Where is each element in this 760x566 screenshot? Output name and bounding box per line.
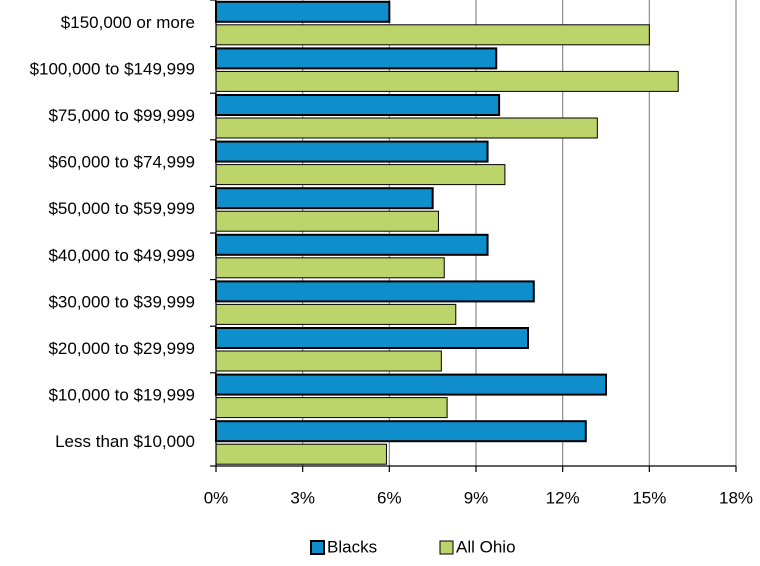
- x-tick-label-3: 9%: [464, 488, 489, 507]
- x-tick-labels: 0% 3% 6% 9% 12% 15% 18%: [204, 488, 753, 507]
- category-label-9: Less than $10,000: [55, 432, 195, 451]
- legend-swatch-all-ohio: [439, 540, 454, 555]
- bar-blacks-1: [215, 47, 498, 70]
- bar-all-ohio-5: [215, 257, 445, 279]
- bar-blacks-5: [215, 233, 489, 256]
- x-tick-label-5: 15%: [632, 488, 666, 507]
- bar-all-ohio-9: [215, 443, 387, 465]
- gridlines: [302, 0, 737, 466]
- x-tick-label-2: 6%: [377, 488, 402, 507]
- x-tick-label-1: 3%: [290, 488, 315, 507]
- category-labels: $150,000 or more $100,000 to $149,999 $75,…: [30, 13, 195, 451]
- x-tick-label-0: 0%: [204, 488, 229, 507]
- bar-blacks-3: [215, 140, 489, 163]
- bar-all-ohio-3: [215, 164, 506, 186]
- category-label-6: $30,000 to $39,999: [48, 292, 195, 311]
- category-label-0: $150,000 or more: [61, 13, 195, 32]
- legend-label-blacks: Blacks: [327, 537, 377, 556]
- bar-blacks-9: [215, 420, 587, 443]
- x-tick-label-4: 12%: [546, 488, 580, 507]
- bar-all-ohio-0: [215, 24, 650, 46]
- bar-blacks-0: [215, 0, 391, 23]
- legend-swatch-blacks: [310, 540, 325, 555]
- category-label-8: $10,000 to $19,999: [48, 386, 195, 405]
- category-label-5: $40,000 to $49,999: [48, 246, 195, 265]
- bar-all-ohio-6: [215, 303, 457, 325]
- category-label-3: $60,000 to $74,999: [48, 153, 195, 172]
- bar-all-ohio-4: [215, 210, 439, 232]
- bar-blacks-6: [215, 280, 535, 303]
- bar-all-ohio-2: [215, 117, 598, 139]
- category-label-4: $50,000 to $59,999: [48, 199, 195, 218]
- legend-label-all-ohio: All Ohio: [456, 537, 516, 556]
- category-label-2: $75,000 to $99,999: [48, 106, 195, 125]
- bar-all-ohio-7: [215, 350, 442, 372]
- legend: Blacks All Ohio: [310, 537, 516, 556]
- axes: [210, 0, 737, 472]
- bar-all-ohio-1: [215, 70, 679, 92]
- category-label-1: $100,000 to $149,999: [30, 59, 195, 78]
- bar-blacks-4: [215, 187, 434, 210]
- category-label-7: $20,000 to $29,999: [48, 339, 195, 358]
- bars: [215, 0, 679, 465]
- bar-blacks-2: [215, 94, 501, 116]
- bar-blacks-8: [215, 373, 607, 396]
- x-tick-label-6: 18%: [719, 488, 753, 507]
- bar-blacks-7: [215, 327, 529, 349]
- bar-all-ohio-8: [215, 397, 448, 419]
